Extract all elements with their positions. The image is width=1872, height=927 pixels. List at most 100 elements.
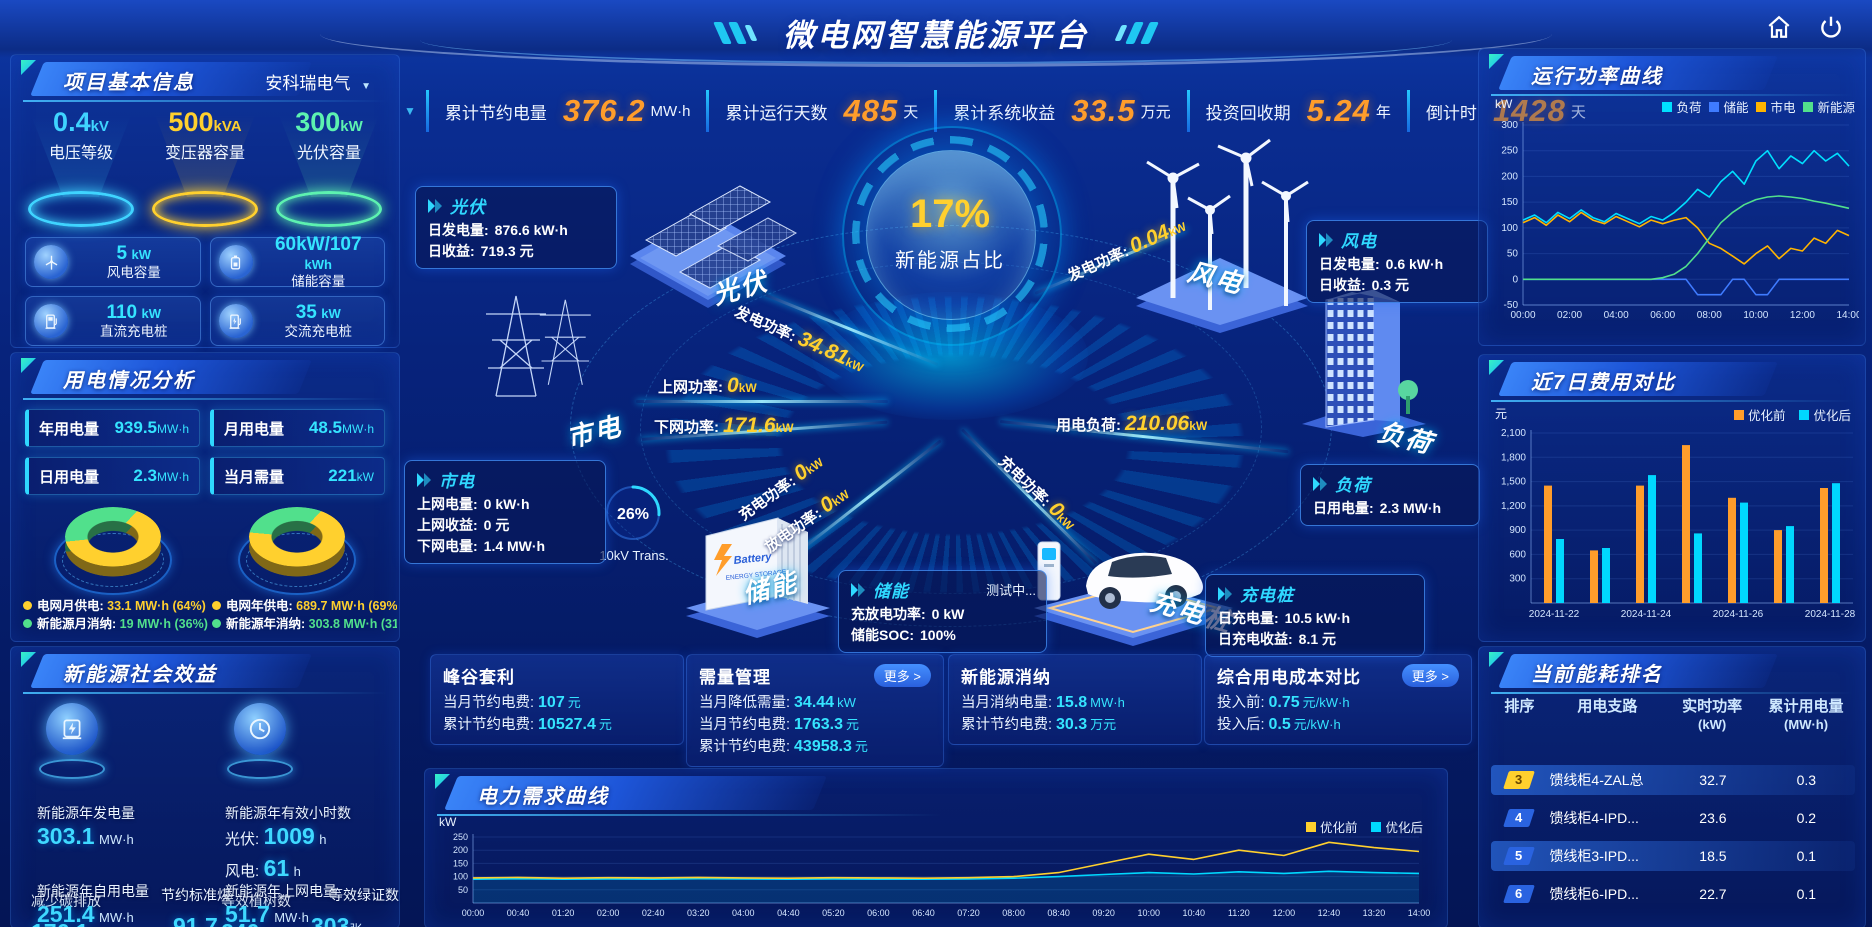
ring-value: 500 xyxy=(168,107,214,137)
rank-badge: 5 xyxy=(1503,847,1536,865)
panel-corner-icon xyxy=(21,60,36,75)
legend-value: 689.7 MW·h (69%) xyxy=(296,599,397,613)
wind-info-box: 风电 日发电量: 0.6 kW·h 日收益: 0.3 元 xyxy=(1306,220,1488,303)
svg-text:13:20: 13:20 xyxy=(1363,908,1386,918)
info-value: 0 kW·h xyxy=(483,496,530,512)
kpi-line: 当月降低需量: 34.44 kW xyxy=(699,694,856,711)
stat-value: 5.24 xyxy=(1306,93,1371,128)
transformer-gauge: 26% xyxy=(596,480,670,551)
legend-name: 市电 xyxy=(1770,101,1796,115)
stat-label: 倒计时 xyxy=(1425,103,1477,123)
stat-unit: 万元 xyxy=(1140,103,1171,121)
svg-text:10:00: 10:00 xyxy=(1137,908,1160,918)
panel-corner-icon xyxy=(1489,360,1504,375)
branch-name: 馈线柜4-IPD... xyxy=(1549,810,1639,826)
kpi-box-1: 需量管理 更多 > 当月降低需量: 34.44 kW 当月节约电费: 1763.3 元累计节约… xyxy=(686,654,944,767)
svg-text:02:00: 02:00 xyxy=(1557,310,1582,321)
center-bubble xyxy=(866,150,1036,320)
capacity-card-3: 35 kW 交流充电桩 xyxy=(209,296,385,346)
kpi-line: 当月节约电费: 1763.3 元 xyxy=(699,716,859,733)
lightning-icon xyxy=(39,703,105,783)
realtime-power: 23.6 xyxy=(1699,810,1727,826)
svg-text:600: 600 xyxy=(1509,549,1526,560)
capacity-rings: 0.4kV 电压等级 500kVA 变压器容量 300kW 光伏容量 xyxy=(11,107,399,229)
battery-icon xyxy=(218,245,253,279)
usage-metric-2: 日用电量 2.3MW·h xyxy=(25,457,200,495)
info-value: 0.6 kW·h xyxy=(1385,256,1444,272)
kpi-line: 投入前: 0.75 元/kW·h xyxy=(1217,694,1350,711)
ring-value: 300 xyxy=(295,107,341,137)
svg-text:1,200: 1,200 xyxy=(1501,501,1526,512)
flow-value: 210.06 xyxy=(1125,412,1190,435)
chevron-down-icon: ▼ xyxy=(361,81,371,92)
stat-value: 485 xyxy=(843,93,899,128)
svg-text:2024-11-26: 2024-11-26 xyxy=(1713,609,1764,620)
legend-label: 新能源年消纳: xyxy=(226,617,306,631)
flow-label: 下网功率: xyxy=(654,419,719,436)
more-button[interactable]: 更多 > xyxy=(1401,664,1459,687)
svg-text:50: 50 xyxy=(1507,249,1519,260)
svg-text:06:40: 06:40 xyxy=(912,908,935,918)
stat-label: 累计运行天数 xyxy=(725,103,828,123)
flow-to-grid-power: 上网功率: 0kW xyxy=(658,374,757,398)
info-row: 下网电量: 1.4 MW·h xyxy=(417,536,595,557)
kpi-line: 累计节约电费: 43958.3 元 xyxy=(699,738,868,755)
card-label: 直流充电桩 xyxy=(100,324,168,340)
load-node-illustration xyxy=(1296,272,1431,442)
total-energy: 0.2 xyxy=(1796,810,1817,826)
cost-chart: 2,100 1,800 1,500 1,200 900 600 300 2024-11-22 2… xyxy=(1501,428,1856,620)
beam-grid-upper xyxy=(636,400,888,403)
usage-metric-0: 年用电量 939.5MW·h xyxy=(25,409,200,447)
more-button[interactable]: 更多 > xyxy=(873,664,931,687)
realtime-power: 18.5 xyxy=(1699,848,1727,864)
power-legend: 负荷 储能 市电 新能源 xyxy=(1662,97,1855,116)
page-title-wrap: 微电网智慧能源平台 xyxy=(0,10,1872,55)
pv-node-illustration xyxy=(618,162,798,327)
dc-charger-icon xyxy=(34,304,68,338)
svg-text:250: 250 xyxy=(453,832,468,842)
card-value: 110 xyxy=(106,302,138,324)
card-value: 35 xyxy=(295,302,317,324)
load-info-box: 负荷 日用电量: 2.3 MW·h xyxy=(1300,464,1480,526)
company-selector[interactable]: 安科瑞电气 ▼ xyxy=(265,69,371,94)
info-key: 上网电量: xyxy=(417,496,478,512)
collapse-arrow-icon[interactable]: ▼ xyxy=(404,104,416,118)
glow-ring xyxy=(152,191,258,227)
donut-face xyxy=(249,507,345,567)
svg-text:04:40: 04:40 xyxy=(777,908,800,918)
svg-text:00:40: 00:40 xyxy=(507,908,530,918)
svg-text:100: 100 xyxy=(1501,223,1518,234)
power-panel-header: 运行功率曲线 xyxy=(1487,54,1857,96)
svg-text:12:00: 12:00 xyxy=(1790,310,1815,321)
stat-item-0: 累计节约电量 376.2 MW·h xyxy=(431,93,705,129)
power-icon[interactable] xyxy=(1816,12,1846,42)
flow-unit: kW xyxy=(775,421,794,435)
card-unit: kWh xyxy=(304,256,332,272)
info-value: 0.3 元 xyxy=(1371,277,1410,293)
svg-text:200: 200 xyxy=(453,845,468,855)
flow-label: 上网功率: xyxy=(658,379,723,396)
kpi-box-3: 综合用电成本对比 更多 > 投入前: 0.75 元/kW·h 投入后: 0.5 元/kW·h xyxy=(1204,654,1472,745)
usage-metric-3: 当月需量 221kW xyxy=(210,457,385,495)
kpi-line: 当月消纳电量: 15.8 MW·h xyxy=(961,694,1125,711)
header-swoosh-inner xyxy=(420,40,1452,64)
charger-info-box: 充电桩 日充电量: 10.5 kW·h 日充电收益: 8.1 元 xyxy=(1205,574,1425,657)
usage-donuts xyxy=(21,507,389,595)
legend-name: 储能 xyxy=(1723,101,1749,115)
donut-legend-0: 电网月供电: 33.1 MW·h (64%) 新能源月消纳: 19 MW·h (3… xyxy=(19,597,208,633)
home-icon[interactable] xyxy=(1764,12,1794,42)
capacity-card-0: 5 kW 风电容量 xyxy=(25,237,201,287)
donut-chart-1 xyxy=(232,507,362,595)
demand-legend: 优化前 优化后 xyxy=(1305,817,1423,836)
legend-swatch xyxy=(1371,821,1382,832)
kpi-title: 新能源消纳 xyxy=(961,668,1051,687)
svg-text:250: 250 xyxy=(1501,146,1518,157)
donut-chart-0 xyxy=(48,507,178,595)
realtime-power: 32.7 xyxy=(1699,772,1727,788)
info-row: 日用电量: 2.3 MW·h xyxy=(1313,498,1469,519)
legend-dot xyxy=(23,619,32,628)
company-selector-value: 安科瑞电气 xyxy=(265,74,351,93)
info-value: 876.6 kW·h xyxy=(494,222,568,238)
charger-node-illustration xyxy=(1008,498,1238,653)
